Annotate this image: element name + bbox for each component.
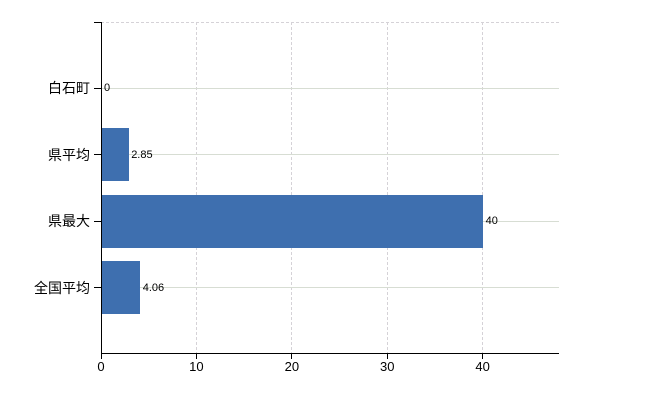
plot-area: 0 2.85 40 4.06: [94, 22, 559, 359]
category-label: 県最大: [48, 213, 90, 230]
y-axis-tick: [94, 154, 101, 156]
x-tick-label: 10: [189, 359, 204, 374]
x-axis-tick: [100, 353, 102, 359]
category-label: 県平均: [48, 146, 90, 163]
value-label: 2.85: [131, 148, 153, 161]
category-label: 全国平均: [34, 279, 90, 296]
value-label: 4.06: [142, 281, 165, 294]
bar: [101, 128, 129, 182]
x-axis-tick: [386, 353, 388, 359]
h-gridline: [101, 154, 559, 156]
x-tick-label: 30: [380, 359, 395, 374]
value-label: 0: [104, 82, 111, 95]
x-tick-label: 20: [284, 359, 300, 374]
h-gridline: [101, 87, 559, 89]
plot-top-border: [101, 22, 559, 23]
y-axis-line: [101, 22, 102, 354]
v-gridline: [195, 22, 197, 354]
x-tick-label: 0: [97, 359, 105, 374]
y-axis-tick: [94, 22, 101, 23]
x-axis-tick: [482, 353, 484, 359]
h-gridline: [101, 287, 559, 289]
category-label: 白石町: [48, 80, 90, 97]
y-axis-tick: [94, 287, 101, 289]
y-axis-tick: [94, 220, 101, 222]
y-axis-tick: [94, 87, 101, 89]
x-axis-tick: [291, 353, 293, 359]
v-gridline: [386, 22, 388, 354]
x-tick-label: 40: [475, 359, 490, 374]
bar: [101, 194, 484, 248]
x-axis-tick: [195, 353, 197, 359]
v-gridline: [291, 22, 293, 354]
v-gridline: [482, 22, 484, 354]
x-axis-line: [101, 353, 559, 354]
bar: [101, 261, 141, 315]
value-label: 40: [485, 215, 498, 228]
